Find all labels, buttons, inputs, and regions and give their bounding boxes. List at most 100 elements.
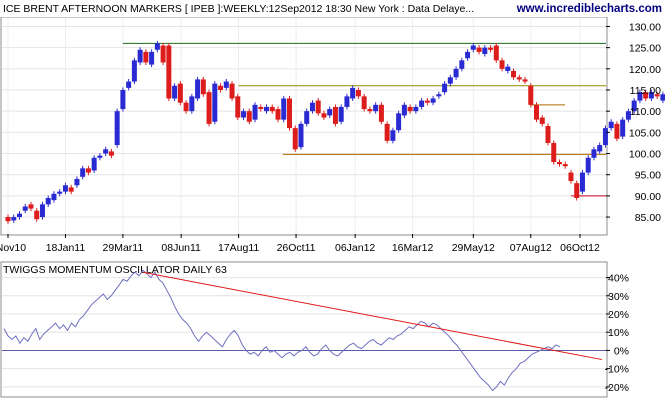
candle-body (57, 191, 63, 194)
candle-body (608, 121, 614, 129)
candle-body (505, 66, 511, 71)
candle-body (643, 92, 649, 99)
candlestick-series (5, 40, 665, 224)
oscillator-y-tick-label: 10% (608, 327, 629, 339)
candle-body (154, 43, 160, 50)
candle-body (482, 47, 488, 54)
candle-body (212, 83, 218, 122)
price-x-tick-label: 08Jun11 (161, 242, 201, 254)
candle-body (631, 100, 637, 112)
candle-body (235, 96, 241, 118)
candle-body (5, 217, 11, 222)
candle-body (189, 96, 195, 112)
price-x-tick-label: 29Mar11 (103, 242, 144, 254)
candle-body (620, 119, 626, 137)
candle-body (378, 104, 384, 122)
price-y-tick-label: 110.00 (630, 106, 661, 118)
price-x-axis: 9Nov10 18Jan11 29Mar11 08Jun11 17Aug11 26Oct1… (0, 234, 600, 254)
candle-body (574, 183, 580, 198)
candle-body (22, 206, 28, 211)
price-x-tick-label: 06Oct12 (560, 242, 600, 254)
candle-body (602, 128, 608, 146)
oscillator-y-tick-label: 40% (608, 273, 629, 285)
candle-body (315, 100, 321, 114)
candle-body (166, 45, 172, 99)
candle-body (545, 126, 551, 143)
candle-body (45, 198, 51, 205)
candle-body (246, 111, 252, 122)
candle-body (488, 47, 494, 50)
candle-body (85, 168, 91, 173)
candle-body (131, 60, 137, 82)
candle-body (218, 85, 224, 90)
candle-body (137, 49, 143, 63)
price-x-tick-label: 18Jan11 (46, 242, 86, 254)
candle-body (338, 106, 344, 122)
candle-body (568, 172, 574, 182)
candle-body (68, 187, 74, 192)
oscillator-series (2, 269, 606, 392)
candle-body (534, 104, 540, 120)
price-y-tick-label: 130.00 (629, 21, 661, 33)
candle-body (390, 130, 396, 141)
candle-body (350, 87, 356, 99)
oscillator-panel-frame (0, 261, 608, 398)
candle-body (355, 90, 361, 97)
candle-body (16, 213, 22, 218)
candle-body (80, 168, 86, 177)
candle-body (361, 96, 367, 110)
candle-body (275, 109, 281, 120)
candle-body (648, 92, 654, 99)
price-y-tick-label: 105.00 (629, 127, 661, 139)
brand-link[interactable]: www.incrediblecharts.com (516, 3, 662, 15)
candle-body (413, 106, 419, 112)
candle-body (183, 102, 189, 112)
price-x-tick-label: 29May12 (452, 242, 495, 254)
price-gridlines (2, 18, 606, 234)
candle-body (258, 106, 264, 110)
candle-body (304, 111, 310, 124)
title-strip (0, 0, 665, 17)
oscillator-y-tick-label: -20% (604, 382, 629, 394)
candle-body (419, 100, 425, 107)
price-y-tick-label: 100.00 (629, 149, 661, 161)
candle-body (298, 123, 304, 148)
oscillator-line (3, 269, 561, 392)
candle-body (528, 85, 534, 105)
candle-body (103, 149, 109, 154)
candle-body (551, 142, 557, 162)
candle-body (200, 79, 206, 95)
candle-body (344, 96, 350, 107)
price-x-tick-label: 17Aug11 (218, 242, 259, 254)
candle-body (637, 92, 643, 101)
candle-body (453, 68, 459, 78)
candle-body (114, 111, 120, 146)
candle-body (556, 162, 562, 165)
candle-body (149, 51, 155, 65)
candle-body (384, 123, 390, 141)
candle-body (34, 210, 40, 220)
candle-body (223, 81, 229, 88)
candle-body (327, 109, 333, 116)
candle-body (269, 106, 275, 112)
candle-body (539, 117, 545, 124)
candle-body (241, 111, 247, 118)
candle-body (654, 94, 660, 97)
candle-body (91, 157, 97, 171)
candle-body (465, 51, 471, 59)
candle-body (660, 94, 665, 101)
candle-body (28, 204, 34, 209)
chart-title: ICE BRENT AFTERNOON MARKERS [ IPEB ]:WEE… (3, 3, 474, 15)
price-x-tick-label: 26Oct11 (277, 242, 316, 254)
candle-body (126, 81, 132, 88)
candle-body (442, 83, 448, 93)
candle-body (367, 109, 373, 112)
candle-body (476, 47, 482, 52)
price-x-tick-label: 07Aug12 (510, 242, 552, 254)
candle-body (264, 106, 270, 112)
oscillator-y-axis: 40% 30% 20% 10% 0% -10% -20% (604, 273, 629, 394)
candle-body (286, 98, 292, 129)
candle-body (206, 92, 212, 124)
oscillator-y-tick-label: 30% (608, 291, 629, 303)
